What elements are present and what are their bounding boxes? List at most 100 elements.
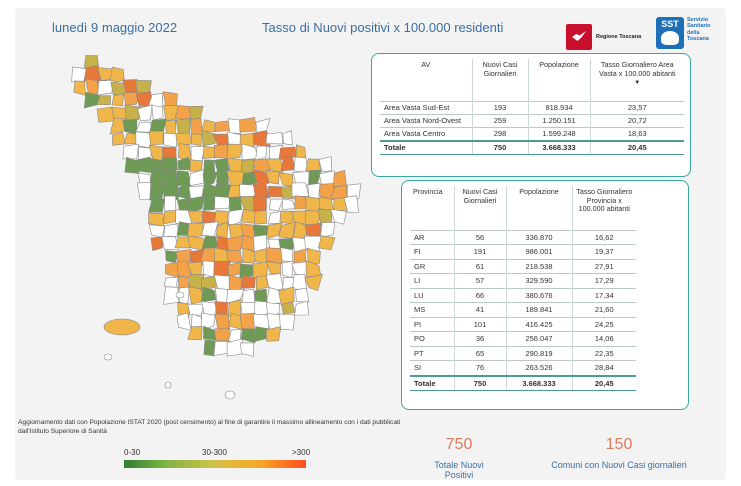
municipality-area[interactable] (161, 157, 178, 175)
municipality-area[interactable] (202, 171, 219, 188)
municipality-area[interactable] (190, 145, 205, 161)
municipality-area[interactable] (148, 196, 166, 213)
municipality-area[interactable] (201, 130, 217, 147)
sort-desc-icon[interactable]: ▼ (634, 80, 641, 87)
municipality-area[interactable] (304, 210, 321, 226)
municipality-area[interactable] (163, 223, 179, 237)
col-header-sorted[interactable]: Tasso Giornaliero Area Vasta x 100.000 a… (589, 59, 684, 101)
municipality-area[interactable] (280, 156, 296, 172)
municipality-area[interactable] (240, 328, 256, 344)
municipality-area[interactable] (124, 104, 141, 122)
municipality-area[interactable] (306, 247, 321, 265)
municipality-area[interactable] (278, 286, 295, 305)
municipality-area[interactable] (163, 209, 180, 225)
municipality-area[interactable] (165, 120, 177, 135)
municipality-area[interactable] (254, 326, 269, 342)
municipality-area[interactable] (343, 195, 359, 213)
municipality-area[interactable] (279, 313, 296, 331)
municipality-area[interactable] (73, 80, 86, 96)
municipality-area[interactable] (214, 195, 232, 209)
island-area[interactable] (164, 381, 172, 389)
municipality-area[interactable] (200, 286, 217, 303)
municipality-area[interactable] (228, 196, 242, 212)
municipality-area[interactable] (214, 313, 231, 331)
municipality-area[interactable] (279, 210, 294, 225)
municipality-area[interactable] (282, 130, 293, 146)
municipality-area[interactable] (213, 260, 231, 278)
municipality-area[interactable] (201, 119, 216, 133)
municipality-area[interactable] (304, 273, 323, 291)
municipality-area[interactable] (278, 172, 294, 187)
municipality-area[interactable] (111, 93, 124, 107)
municipality-area[interactable] (278, 237, 295, 250)
municipality-area[interactable] (241, 143, 258, 160)
municipality-area[interactable] (242, 247, 257, 264)
municipality-area[interactable] (226, 235, 245, 253)
municipality-area[interactable] (137, 104, 153, 122)
municipality-area[interactable] (319, 221, 335, 238)
municipality-area[interactable] (226, 143, 244, 160)
municipality-area[interactable] (265, 170, 280, 185)
municipality-area[interactable] (200, 312, 216, 331)
municipality-area[interactable] (162, 91, 178, 108)
municipality-area[interactable] (253, 195, 267, 214)
municipality-area[interactable] (227, 118, 243, 134)
municipality-area[interactable] (213, 144, 229, 159)
municipality-area[interactable] (253, 183, 271, 199)
municipality-area[interactable] (203, 196, 218, 211)
municipality-area[interactable] (242, 288, 256, 305)
municipality-area[interactable] (96, 95, 111, 105)
municipality-area[interactable] (163, 105, 179, 121)
island-area[interactable] (103, 318, 141, 336)
municipality-area[interactable] (187, 303, 205, 316)
municipality-area[interactable] (265, 261, 281, 275)
municipality-area[interactable] (226, 338, 243, 357)
municipality-area[interactable] (188, 105, 204, 121)
municipality-area[interactable] (201, 221, 219, 239)
municipality-area[interactable] (122, 143, 139, 160)
municipality-area[interactable] (214, 120, 231, 132)
municipality-area[interactable] (188, 169, 204, 187)
municipality-area[interactable] (266, 222, 283, 240)
municipality-area[interactable] (240, 342, 254, 357)
municipality-area[interactable] (265, 132, 284, 145)
municipality-area[interactable] (187, 195, 205, 214)
island-area[interactable] (175, 291, 185, 299)
municipality-area[interactable] (282, 198, 297, 210)
municipality-area[interactable] (189, 159, 203, 172)
municipality-area[interactable] (175, 249, 192, 263)
municipality-area[interactable] (150, 236, 164, 251)
municipality-area[interactable] (71, 66, 88, 83)
municipality-area[interactable] (255, 145, 268, 161)
municipality-area[interactable] (332, 169, 347, 188)
municipality-area[interactable] (269, 198, 284, 212)
municipality-area[interactable] (174, 236, 193, 249)
municipality-area[interactable] (161, 235, 179, 250)
municipality-area[interactable] (241, 274, 256, 289)
municipality-area[interactable] (148, 130, 164, 146)
municipality-area[interactable] (226, 288, 245, 304)
municipality-area[interactable] (252, 169, 269, 184)
municipality-area[interactable] (347, 183, 362, 201)
municipality-area[interactable] (112, 131, 126, 146)
municipality-area[interactable] (96, 106, 115, 123)
municipality-area[interactable] (151, 104, 164, 121)
municipality-area[interactable] (214, 157, 230, 173)
municipality-area[interactable] (228, 208, 244, 227)
municipality-area[interactable] (291, 261, 308, 278)
municipality-area[interactable] (162, 146, 177, 159)
municipality-area[interactable] (292, 273, 308, 290)
municipality-area[interactable] (136, 182, 152, 200)
municipality-area[interactable] (239, 117, 256, 133)
municipality-area[interactable] (187, 222, 204, 239)
municipality-area[interactable] (295, 287, 310, 303)
island-area[interactable] (224, 390, 236, 400)
municipality-area[interactable] (265, 287, 282, 305)
municipality-area[interactable] (122, 118, 138, 135)
tuscany-map[interactable] (60, 53, 380, 405)
municipality-area[interactable] (175, 132, 193, 146)
municipality-area[interactable] (190, 133, 202, 147)
municipality-area[interactable] (97, 80, 115, 96)
municipality-area[interactable] (265, 326, 282, 342)
municipality-area[interactable] (149, 182, 165, 201)
